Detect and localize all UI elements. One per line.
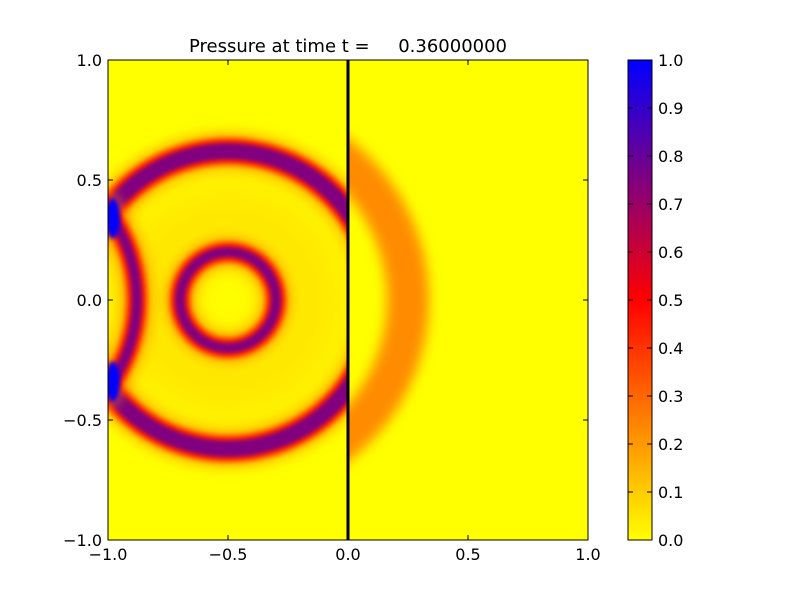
colorbar-tick-label: 0.1 xyxy=(658,483,683,502)
pressure-ring-1 xyxy=(164,236,292,364)
colorbar-tick-label: 0.2 xyxy=(658,435,683,454)
colorbar-tick-label: 0.0 xyxy=(658,531,683,550)
plot-area xyxy=(108,60,588,540)
y-tick-label: 1.0 xyxy=(77,51,102,70)
y-tick-label: 0.5 xyxy=(77,171,102,190)
colorbar-tick-label: 0.7 xyxy=(658,195,683,214)
colorbar-tick-label: 1.0 xyxy=(658,51,683,70)
colorbar: 0.0 0.1 0.2 0.3 0.4 0.5 0.6 0.7 0.8 0.9 1.0 xyxy=(627,51,683,550)
colorbar-tick-label: 0.3 xyxy=(658,387,683,406)
x-tick-label: 0.5 xyxy=(455,545,480,564)
y-tick-label: −0.5 xyxy=(63,411,102,430)
colorbar-tick-label: 0.9 xyxy=(658,99,683,118)
pressure-spot-4 xyxy=(108,198,120,239)
chart-title: Pressure at time t = 0.36000000 xyxy=(189,36,507,57)
x-tick-label: −0.5 xyxy=(209,545,248,564)
y-tick-label: 0.0 xyxy=(77,291,102,310)
pressure-ring-2 xyxy=(348,138,429,462)
colorbar-ticks: 0.0 0.1 0.2 0.3 0.4 0.5 0.6 0.7 0.8 0.9 1.0 xyxy=(628,51,683,550)
colorbar-tick-label: 0.8 xyxy=(658,147,683,166)
pressure-glow xyxy=(108,150,348,450)
pressure-ring-3 xyxy=(108,187,153,413)
pressure-features xyxy=(108,132,429,468)
colorbar-tick-label: 0.4 xyxy=(658,339,683,358)
pressure-ring-0 xyxy=(108,132,348,468)
y-tick-label: −1.0 xyxy=(63,531,102,550)
x-axis: −1.0 −0.5 0.0 0.5 1.0 xyxy=(89,60,601,564)
colorbar-tick-label: 0.6 xyxy=(658,243,683,262)
x-tick-label: 0.0 xyxy=(335,545,360,564)
pressure-spot-5 xyxy=(108,361,120,402)
x-tick-label: −1.0 xyxy=(89,545,128,564)
colorbar-tick-label: 0.5 xyxy=(658,291,683,310)
x-tick-label: 1.0 xyxy=(575,545,600,564)
y-axis: −1.0 −0.5 0.0 0.5 1.0 xyxy=(63,51,588,550)
